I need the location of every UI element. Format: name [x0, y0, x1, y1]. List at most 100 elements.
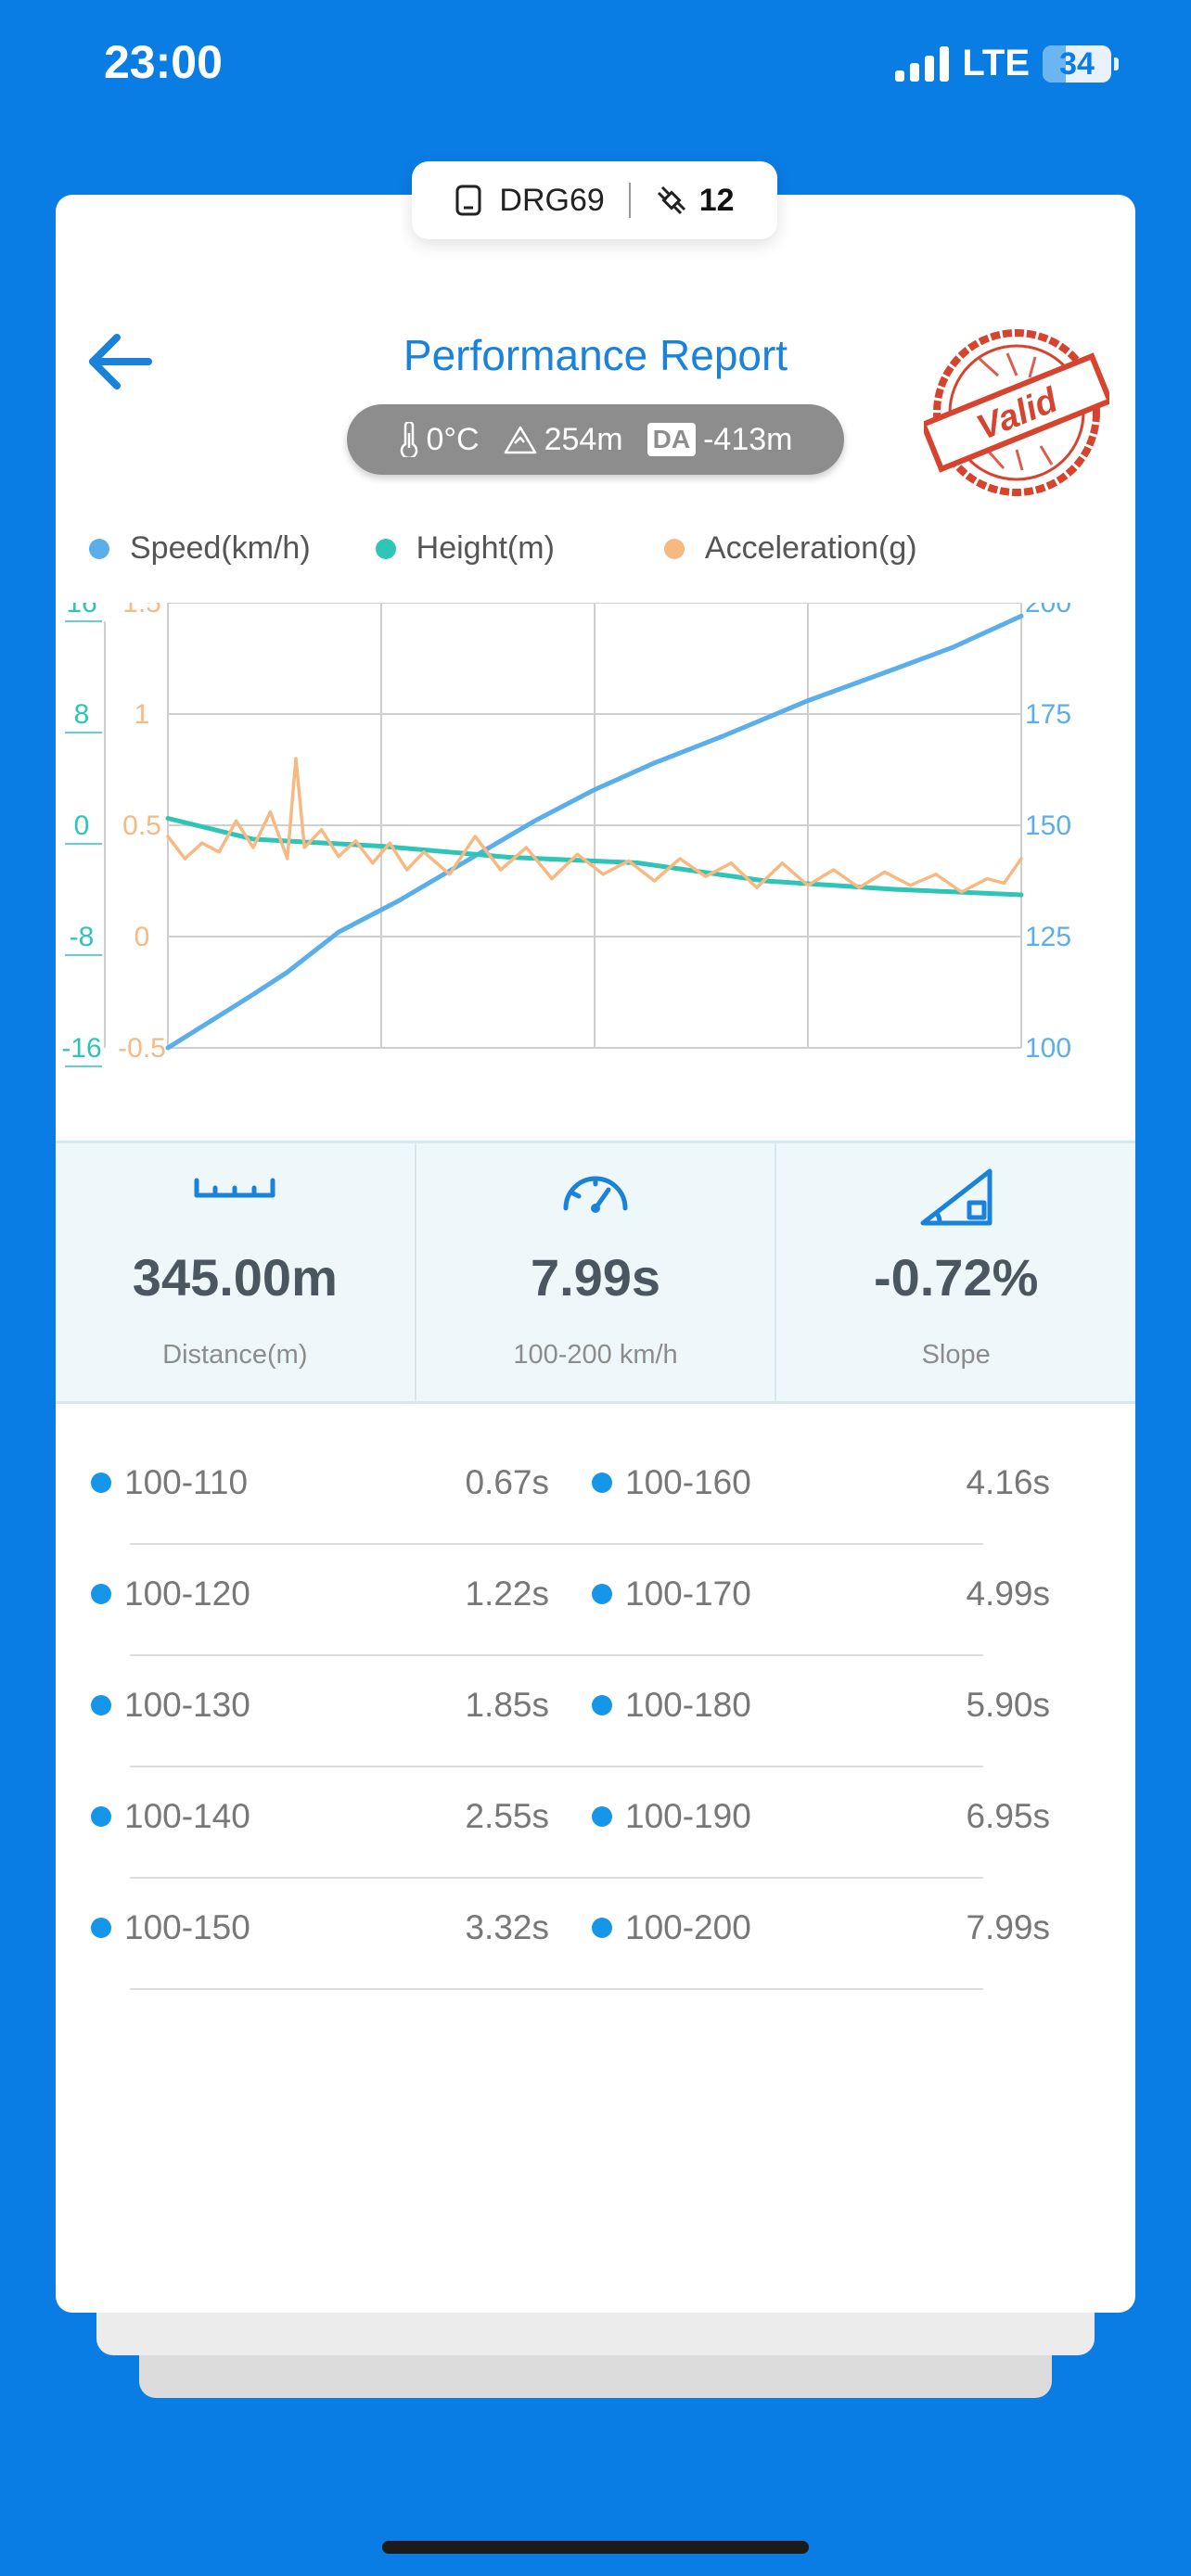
home-indicator[interactable]: [382, 2541, 809, 2554]
split-time: 1.85s: [465, 1686, 549, 1724]
height-tick-label: -8: [70, 922, 95, 952]
legend-speed[interactable]: Speed(km/h): [89, 530, 311, 567]
device-pill[interactable]: DRG69 12: [412, 161, 777, 239]
bullet-icon: [91, 1584, 111, 1604]
bullet-icon: [91, 1806, 111, 1827]
satellite-count: 12: [698, 182, 735, 218]
acceleration-series-line: [166, 757, 1023, 894]
speed-tick-label: 150: [1025, 810, 1071, 841]
mountain-icon: [504, 426, 536, 454]
height-tick-label: 16: [66, 603, 96, 618]
density-altitude: -413m: [703, 421, 793, 457]
height-tick-label: 0: [74, 810, 90, 841]
legend-acceleration[interactable]: Acceleration(g): [663, 530, 917, 567]
slope-value: -0.72%: [873, 1248, 1039, 1307]
split-time: 2.55s: [465, 1797, 549, 1835]
bullet-icon: [592, 1806, 612, 1827]
status-indicators: LTE 34: [895, 43, 1119, 84]
altitude-item: 254m: [504, 422, 623, 458]
accel-tick-label: 0: [134, 922, 150, 952]
speedometer-icon: [563, 1176, 628, 1213]
distance-label: Distance(m): [162, 1340, 308, 1370]
ruler-icon: [194, 1178, 275, 1198]
split-range: 100-190: [625, 1797, 751, 1835]
back-arrow-icon[interactable]: [83, 325, 158, 399]
split-times: 100-110 0.67s 100-160 4.16s 100-120 1.22…: [56, 1456, 1135, 2012]
split-row: 100-140 2.55s 100-190 6.95s: [56, 1790, 1135, 1901]
split-time: 4.16s: [966, 1463, 1050, 1501]
split-time: 5.90s: [966, 1686, 1050, 1724]
page-title: Performance Report: [403, 331, 788, 379]
row-divider: [130, 1988, 983, 1990]
stat-time: 7.99s 100-200 km/h: [414, 1143, 775, 1401]
altitude: 254m: [544, 421, 623, 457]
bullet-icon: [91, 1918, 111, 1938]
bullet-icon: [592, 1584, 612, 1604]
speed-tick-label: 175: [1025, 699, 1071, 730]
accel-tick-label: 1: [134, 699, 150, 730]
device-icon: [455, 185, 481, 216]
bullet-icon: [592, 1473, 612, 1493]
split-row: 100-150 3.32s 100-200 7.99s: [56, 1901, 1135, 2012]
speed-series-line: [165, 613, 1024, 1051]
accel-tick-label: 1.5: [122, 603, 161, 618]
row-divider: [130, 1877, 983, 1879]
height-tick-label: -16: [61, 1033, 101, 1064]
split-time: 6.95s: [966, 1797, 1050, 1835]
stat-slope: -0.72% Slope: [775, 1143, 1135, 1401]
bullet-icon: [592, 1695, 612, 1715]
distance-value: 345.00m: [132, 1248, 338, 1307]
chart-legend: Speed(km/h) Height(m) Acceleration(g): [89, 530, 917, 567]
split-range: 100-140: [124, 1797, 250, 1835]
temperature-item: 0°C: [399, 422, 480, 458]
row-divider: [130, 1654, 983, 1656]
speed-tick-label: 125: [1025, 922, 1071, 952]
split-time: 1.22s: [465, 1575, 549, 1613]
da-badge: DA: [647, 423, 697, 456]
signal-icon: [895, 45, 950, 82]
battery-icon: 34: [1043, 45, 1119, 83]
bullet-icon: [91, 1473, 111, 1493]
density-altitude-item: DA -413m: [647, 421, 793, 458]
thermometer-icon: [400, 422, 417, 457]
row-divider: [130, 1766, 983, 1767]
split-time: 3.32s: [465, 1908, 549, 1946]
satellite-icon: [657, 185, 685, 215]
pill-divider: [628, 183, 631, 218]
time-value: 7.99s: [530, 1248, 661, 1307]
split-range: 100-180: [625, 1686, 751, 1724]
split-range: 100-130: [124, 1686, 250, 1724]
split-range: 100-110: [124, 1463, 249, 1501]
accel-tick-label: -0.5: [118, 1033, 166, 1064]
split-row: 100-130 1.85s 100-180 5.90s: [56, 1678, 1135, 1790]
accel-tick-label: 0.5: [122, 810, 161, 841]
temperature: 0°C: [426, 421, 480, 457]
network-type: LTE: [962, 43, 1030, 83]
stats-panel: 345.00m Distance(m) 7.99s 100-200 km/h: [56, 1141, 1135, 1404]
split-time: 0.67s: [465, 1463, 549, 1501]
split-range: 100-170: [625, 1575, 751, 1613]
split-range: 100-160: [625, 1463, 751, 1501]
split-time: 7.99s: [966, 1908, 1050, 1946]
performance-chart: 16 8 0 -8 -16 1.5 1 0.5 0 -0.5 200 175 150 125 100: [61, 603, 1071, 1067]
environment-pill: 0°C 254m DA -413m: [347, 404, 844, 475]
row-divider: [130, 1543, 983, 1545]
bullet-icon: [592, 1918, 612, 1938]
speed-tick-label: 200: [1025, 603, 1071, 618]
status-time: 23:00: [104, 36, 223, 88]
device-name: DRG69: [499, 182, 605, 218]
height-tick-label: 8: [74, 699, 90, 730]
valid-stamp: Valid: [924, 329, 1109, 496]
time-label: 100-200 km/h: [513, 1340, 678, 1370]
split-range: 100-150: [124, 1908, 250, 1946]
legend-height[interactable]: Height(m): [375, 530, 555, 567]
split-range: 100-120: [124, 1575, 250, 1613]
bullet-icon: [91, 1695, 111, 1715]
split-time: 4.99s: [966, 1575, 1050, 1613]
split-row: 100-110 0.67s 100-160 4.16s: [56, 1456, 1135, 1567]
speed-tick-label: 100: [1025, 1033, 1071, 1064]
split-range: 100-200: [625, 1908, 751, 1946]
slope-label: Slope: [921, 1340, 991, 1370]
slope-icon: [920, 1168, 992, 1226]
split-row: 100-120 1.22s 100-170 4.99s: [56, 1567, 1135, 1678]
